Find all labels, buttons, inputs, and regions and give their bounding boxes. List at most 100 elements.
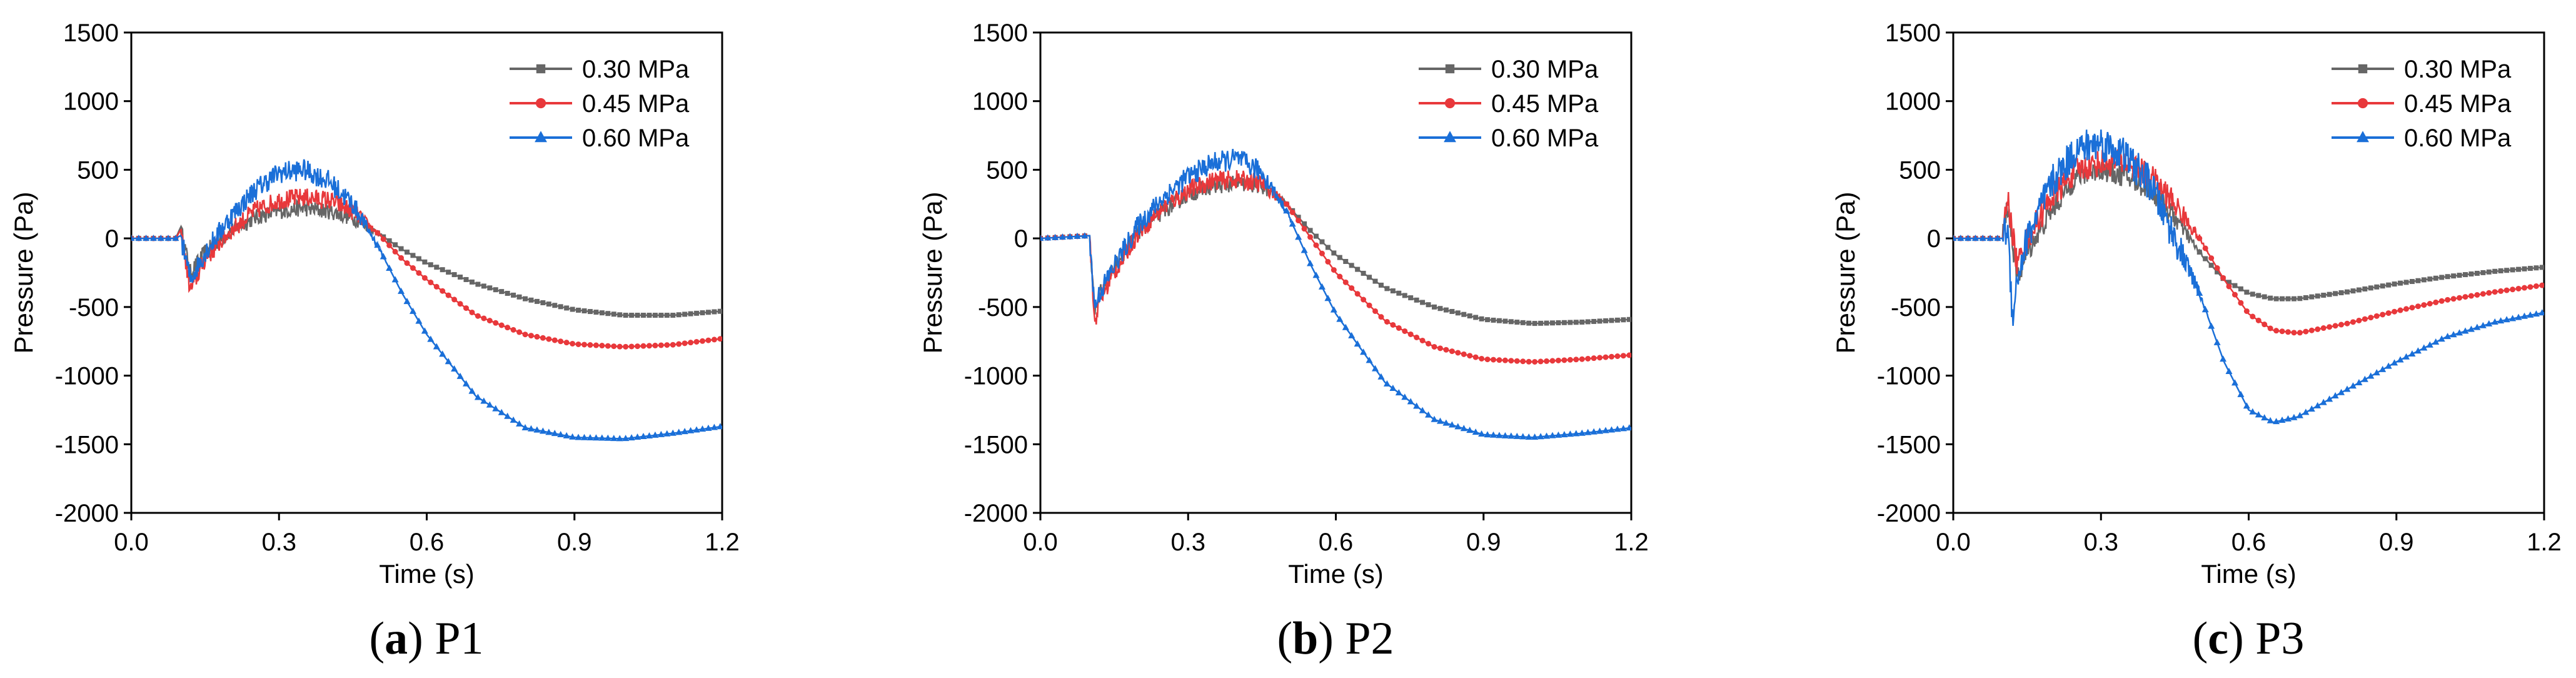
series-marker xyxy=(635,343,641,350)
series-marker xyxy=(2355,378,2363,385)
series-marker xyxy=(493,287,498,293)
series-marker xyxy=(2408,350,2416,357)
series-marker xyxy=(1496,357,1502,363)
series-marker xyxy=(2403,306,2409,312)
y-tick-label: 1500 xyxy=(1885,19,1941,47)
series-marker xyxy=(2398,280,2403,286)
series-marker xyxy=(1608,426,1615,433)
series-marker xyxy=(468,387,476,394)
series-marker xyxy=(1366,302,1372,308)
series-marker xyxy=(2285,329,2291,335)
series-marker xyxy=(539,427,546,434)
series-marker xyxy=(516,329,523,335)
series-marker xyxy=(131,235,135,241)
series-marker xyxy=(2397,307,2403,313)
series-marker xyxy=(2309,294,2315,300)
series-marker xyxy=(1349,285,1355,291)
series-marker xyxy=(1502,357,1508,363)
series-marker xyxy=(1401,393,1409,400)
series-marker xyxy=(2503,316,2510,323)
series-marker xyxy=(1609,353,1614,360)
series-marker xyxy=(700,338,705,344)
caption-paren-close: ) xyxy=(408,613,435,664)
series-marker xyxy=(2433,299,2439,305)
series-marker xyxy=(2308,327,2315,333)
series-marker xyxy=(2539,282,2544,288)
series-marker xyxy=(2409,279,2415,285)
series-marker xyxy=(1040,235,1044,241)
series-marker xyxy=(481,315,487,321)
legend-swatch-marker xyxy=(2357,98,2368,109)
series-marker xyxy=(386,264,393,271)
series-marker xyxy=(570,340,576,347)
series-marker xyxy=(2468,271,2474,277)
series-marker xyxy=(605,343,611,349)
series-marker xyxy=(2220,275,2226,281)
series-marker xyxy=(463,380,470,387)
series-marker xyxy=(693,338,700,345)
series-marker xyxy=(1537,433,1544,440)
series-marker xyxy=(2374,284,2380,290)
series-marker xyxy=(2302,408,2310,415)
series-marker xyxy=(587,309,593,315)
x-tick-label: 0.9 xyxy=(2379,529,2414,556)
series-marker xyxy=(1420,300,1426,305)
series-marker xyxy=(1532,321,1537,326)
series-marker xyxy=(2356,287,2362,293)
series-marker xyxy=(1478,430,1486,437)
series-marker xyxy=(172,235,179,241)
series-marker xyxy=(2457,295,2463,301)
series-marker xyxy=(1354,340,1361,347)
series-marker xyxy=(2403,280,2409,285)
series-marker xyxy=(1384,318,1390,325)
series-marker xyxy=(717,308,722,314)
series-marker xyxy=(2368,285,2373,291)
series-marker xyxy=(1390,288,1396,294)
series-marker xyxy=(1537,358,1544,365)
series-marker xyxy=(1331,250,1337,256)
series-marker xyxy=(398,255,405,261)
y-tick-label: 1000 xyxy=(1885,88,1941,116)
series-marker xyxy=(2392,308,2398,315)
series-marker xyxy=(664,342,670,348)
series-marker xyxy=(658,342,664,348)
series-marker xyxy=(1324,295,1332,301)
series-marker xyxy=(2267,325,2273,331)
series-marker xyxy=(2244,290,2250,295)
series-marker xyxy=(605,311,611,316)
series-marker xyxy=(498,322,505,328)
series-marker xyxy=(2444,333,2452,340)
series-marker xyxy=(581,342,587,348)
series-marker xyxy=(1460,425,1467,432)
series-marker xyxy=(135,235,143,241)
series-marker xyxy=(1472,354,1479,360)
series-marker xyxy=(628,343,635,350)
series-marker xyxy=(2338,388,2345,395)
x-axis-label: Time (s) xyxy=(379,559,474,589)
series-marker xyxy=(1520,320,1526,325)
series-marker xyxy=(392,248,398,255)
y-tick-label: 500 xyxy=(1899,156,1941,184)
series-marker xyxy=(2255,411,2262,418)
series-marker xyxy=(2451,273,2457,279)
series-marker xyxy=(1384,286,1390,291)
series-marker xyxy=(516,420,523,427)
series-marker xyxy=(409,307,416,314)
series-marker xyxy=(2373,369,2380,376)
series-marker xyxy=(403,298,411,305)
series-marker xyxy=(1407,398,1414,405)
series-marker xyxy=(2414,347,2422,354)
x-tick-label: 0.9 xyxy=(1466,529,1501,556)
series-marker xyxy=(604,434,611,441)
series-marker xyxy=(2479,321,2487,328)
series-marker xyxy=(1567,320,1573,325)
series-marker xyxy=(1389,385,1397,392)
series-marker xyxy=(1591,318,1597,324)
series-marker xyxy=(1602,427,1609,433)
legend-swatch-marker xyxy=(535,98,546,109)
legend-label: 0.30 MPa xyxy=(582,56,690,83)
series-marker xyxy=(1283,207,1291,214)
series-marker xyxy=(586,434,594,441)
series-marker xyxy=(446,270,451,275)
series-marker xyxy=(2196,235,2203,241)
